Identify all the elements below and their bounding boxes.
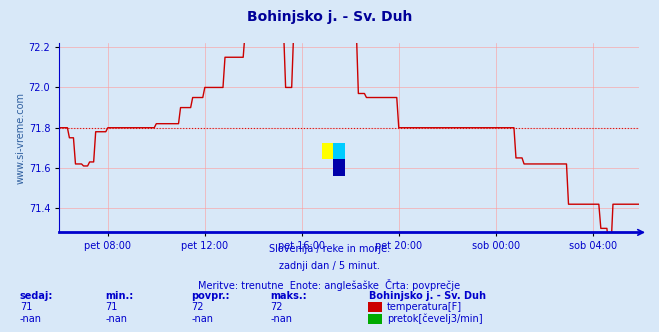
Text: Bohinjsko j. - Sv. Duh: Bohinjsko j. - Sv. Duh: [369, 291, 486, 301]
Text: 71: 71: [20, 302, 32, 312]
Text: maks.:: maks.:: [270, 291, 307, 301]
Text: Bohinjsko j. - Sv. Duh: Bohinjsko j. - Sv. Duh: [247, 10, 412, 24]
Text: 72: 72: [191, 302, 204, 312]
Text: povpr.:: povpr.:: [191, 291, 229, 301]
Text: min.:: min.:: [105, 291, 134, 301]
Text: pretok[čevelj3/min]: pretok[čevelj3/min]: [387, 313, 482, 324]
Text: -nan: -nan: [270, 314, 292, 324]
Text: 71: 71: [105, 302, 118, 312]
Text: Meritve: trenutne  Enote: anglešaške  Črta: povprečje: Meritve: trenutne Enote: anglešaške Črta…: [198, 279, 461, 290]
Y-axis label: www.si-vreme.com: www.si-vreme.com: [16, 92, 26, 184]
Text: Slovenija / reke in morje.: Slovenija / reke in morje.: [269, 244, 390, 254]
Text: zadnji dan / 5 minut.: zadnji dan / 5 minut.: [279, 261, 380, 271]
Text: temperatura[F]: temperatura[F]: [387, 302, 462, 312]
Text: -nan: -nan: [105, 314, 127, 324]
Text: sedaj:: sedaj:: [20, 291, 53, 301]
Text: -nan: -nan: [191, 314, 213, 324]
Text: -nan: -nan: [20, 314, 42, 324]
Text: 72: 72: [270, 302, 283, 312]
